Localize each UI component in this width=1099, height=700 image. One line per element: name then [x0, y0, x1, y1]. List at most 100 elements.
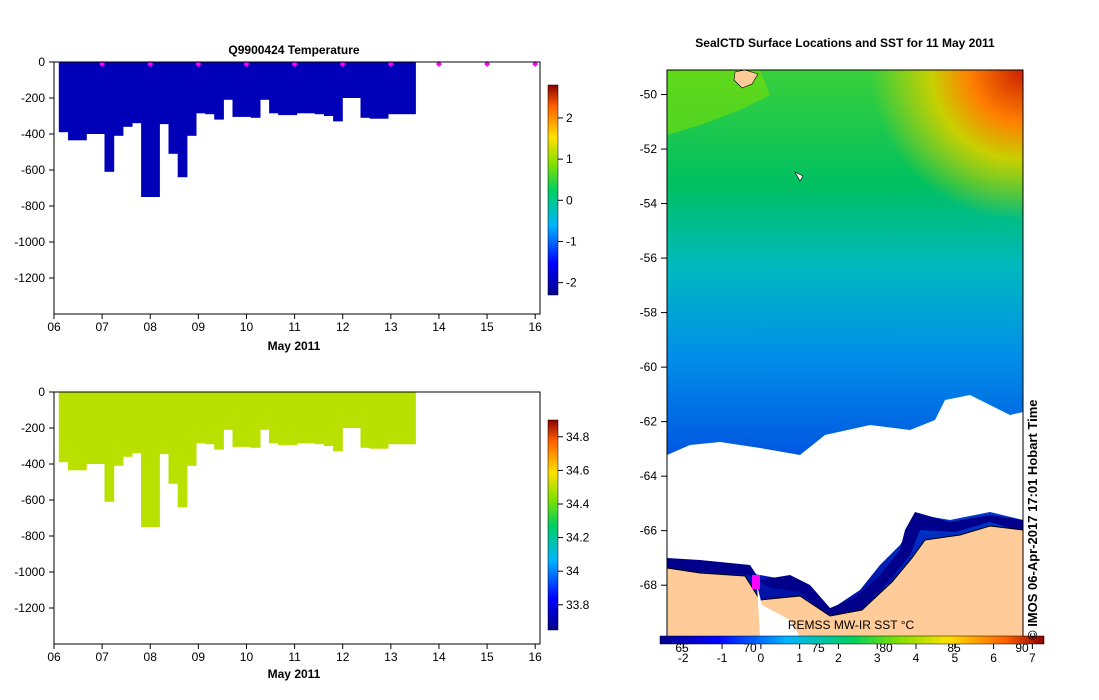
profile-column: [168, 62, 179, 154]
colorbar-tick-label: 34.6: [566, 463, 590, 477]
y-tick-label: -800: [21, 199, 45, 213]
profile-column: [296, 62, 307, 114]
profile-column: [113, 392, 124, 466]
sst-colorbar-tick-label: 6: [990, 651, 997, 665]
profile-column: [122, 392, 133, 457]
profile-column: [406, 392, 416, 445]
x-tick-label: 16: [529, 320, 543, 334]
sst-colorbar-tick-label: 0: [758, 651, 765, 665]
profile-column: [305, 392, 316, 444]
x-tick-label: 14: [432, 320, 446, 334]
salinity-colorbar-ticks: 34.8 34.6 34.4 34.2 34 33.8: [558, 430, 590, 612]
profile-column: [250, 62, 261, 118]
lat-tick-label: -52: [640, 142, 658, 156]
x-tick-label: 16: [529, 650, 543, 664]
profile-column: [287, 62, 298, 116]
profile-column: [314, 392, 325, 445]
x-tick-label: 07: [95, 650, 109, 664]
lon-tick-label: 80: [879, 641, 893, 655]
profile-column: [77, 392, 87, 471]
profile-column: [296, 392, 307, 444]
temperature-title: Q9900424 Temperature: [228, 43, 360, 57]
profile-column: [369, 392, 380, 449]
salinity-colorbar: [547, 419, 559, 631]
lat-tick-label: -64: [640, 469, 658, 483]
profile-column: [387, 392, 398, 445]
profile-column: [122, 62, 133, 127]
salinity-profiles: [58, 392, 416, 527]
profile-column: [333, 62, 343, 122]
profile-column: [132, 392, 142, 454]
profile-column: [186, 62, 197, 136]
imos-credit: © IMOS 06-Apr-2017 17:01 Hobart Time: [1025, 399, 1040, 640]
lon-tick-label: 85: [947, 641, 961, 655]
x-tick-label: 06: [47, 320, 61, 334]
cursor-icon: [794, 171, 804, 182]
sst-colorbar-tick-label: 4: [913, 651, 920, 665]
sst-colorbar-tick-label: 2: [835, 651, 842, 665]
x-tick-label: 12: [336, 650, 350, 664]
profile-column: [58, 392, 69, 463]
profile-column: [397, 392, 407, 445]
salinity-panel: 06 07 08 09 10 11 12 13 14 15 16 0 -200 -400 -600 -800 -…: [14, 385, 589, 681]
colorbar-tick-label: 2: [566, 111, 573, 125]
kerguelen-island: [733, 70, 759, 89]
y-tick-label: -1000: [14, 565, 45, 579]
salinity-plot-frame: [53, 391, 541, 645]
temperature-panel: Q9900424 Temperature 06 07 08 09 10 11 12 13 14 1…: [14, 43, 577, 353]
profile-column: [323, 62, 334, 116]
temperature-plot-frame: [53, 61, 541, 315]
profile-column: [214, 392, 224, 450]
ice-shelf: [757, 585, 800, 637]
warm-water-patch: [820, 70, 1023, 270]
profile-column: [378, 392, 389, 449]
profile-column: [177, 62, 188, 178]
lat-tick-label: -68: [640, 578, 658, 592]
profile-column: [223, 62, 234, 100]
profile-column: [113, 62, 124, 136]
salinity-xlabel: May 2011: [268, 667, 321, 681]
x-tick-label: 11: [288, 320, 301, 334]
lat-tick-label: -66: [640, 524, 658, 538]
x-tick-label: 09: [192, 320, 206, 334]
y-tick-label: -1000: [14, 235, 45, 249]
x-tick-label: 10: [240, 650, 254, 664]
profile-column: [369, 62, 380, 119]
y-tick-label: -1200: [14, 601, 45, 615]
profile-column: [205, 392, 215, 445]
profile-column: [86, 392, 96, 464]
temperature-axes: 06 07 08 09 10 11 12 13 14 15 16 0 -200 -400 -600 -800 -…: [14, 55, 542, 334]
lon-tick-label: 90: [1015, 641, 1029, 655]
temperature-colorbar: [547, 84, 559, 296]
sst-colorbar: [659, 635, 1045, 645]
y-tick-label: -600: [21, 493, 45, 507]
x-tick-label: 12: [336, 320, 350, 334]
colorbar-tick-label: 33.8: [566, 598, 590, 612]
sea-ice: [667, 395, 1023, 610]
lat-tick-label: -54: [640, 197, 658, 211]
y-tick-label: 0: [38, 385, 45, 399]
sst-field: REMSS MW-IR SST °C: [667, 70, 1023, 637]
profile-column: [259, 62, 270, 100]
profile-column: [406, 62, 416, 115]
profile-column: [351, 62, 362, 98]
sst-colorbar-ticks: -2 -1 0 1 2 3 4 5 6 7: [678, 644, 1036, 665]
sst-map-title: SealCTD Surface Locations and SST for 11…: [695, 36, 995, 50]
lon-tick-label: 75: [811, 641, 825, 655]
profile-column: [360, 62, 371, 118]
profile-column: [287, 392, 298, 446]
profile-column: [95, 392, 106, 464]
x-tick-label: 13: [384, 320, 398, 334]
lat-tick-label: -62: [640, 415, 658, 429]
profile-column: [232, 392, 243, 447]
profile-column: [58, 62, 69, 133]
profile-column: [159, 392, 170, 455]
x-tick-label: 11: [288, 650, 301, 664]
colorbar-tick-label: -1: [566, 234, 577, 248]
x-tick-label: 06: [47, 650, 61, 664]
profile-column: [132, 62, 142, 124]
y-tick-label: -400: [21, 457, 45, 471]
x-tick-label: 08: [144, 320, 158, 334]
x-tick-label: 15: [480, 650, 494, 664]
